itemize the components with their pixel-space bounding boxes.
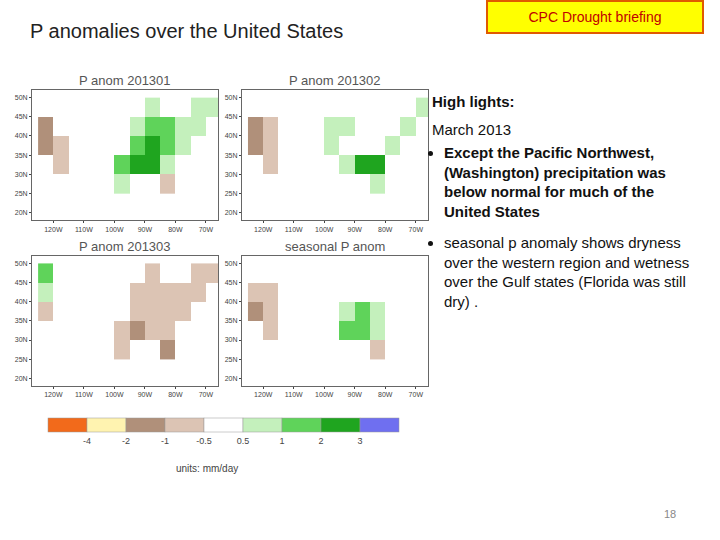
svg-text:P anom 201302: P anom 201302 (289, 73, 381, 88)
svg-text:70W: 70W (409, 391, 424, 398)
svg-text:30N: 30N (225, 336, 238, 343)
svg-text:40N: 40N (15, 132, 28, 139)
svg-text:seasonal P anom: seasonal P anom (285, 239, 385, 254)
svg-text:50N: 50N (15, 260, 28, 267)
svg-text:80W: 80W (378, 226, 393, 233)
html-text:Except the Pacific Northwest,: Except the Pacific Northwest, (Washingto… (444, 144, 666, 220)
svg-text:80W: 80W (378, 391, 393, 398)
html-text:18: 18 (664, 508, 677, 520)
svg-text:100W: 100W (105, 391, 124, 398)
svg-text:20N: 20N (225, 209, 238, 216)
svg-text:70W: 70W (199, 226, 214, 233)
svg-text:20N: 20N (225, 375, 238, 382)
svg-text:25N: 25N (15, 356, 28, 363)
svg-text:25N: 25N (225, 356, 238, 363)
svg-text:P anom 201301: P anom 201301 (79, 73, 171, 88)
svg-text:110W: 110W (285, 391, 303, 398)
svg-text:40N: 40N (225, 298, 238, 305)
svg-text:70W: 70W (199, 391, 214, 398)
svg-text:25N: 25N (225, 190, 238, 197)
svg-text:45N: 45N (15, 279, 28, 286)
svg-text:-1: -1 (161, 436, 169, 446)
svg-text:30N: 30N (15, 171, 28, 178)
html-text:High lights:: High lights: (432, 93, 515, 110)
svg-text:40N: 40N (225, 132, 238, 139)
svg-text:45N: 45N (15, 113, 28, 120)
svg-text:-4: -4 (83, 436, 91, 446)
svg-text:units: mm/day: units: mm/day (176, 463, 238, 474)
svg-text:100W: 100W (105, 226, 124, 233)
svg-text:110W: 110W (285, 226, 303, 233)
svg-text:0.5: 0.5 (237, 436, 250, 446)
svg-text:120W: 120W (44, 226, 63, 233)
svg-text:-0.5: -0.5 (196, 436, 212, 446)
svg-text:30N: 30N (15, 336, 28, 343)
svg-text:80W: 80W (168, 226, 183, 233)
svg-text:90W: 90W (138, 226, 153, 233)
svg-text:40N: 40N (15, 298, 28, 305)
svg-text:80W: 80W (168, 391, 183, 398)
svg-text:100W: 100W (315, 391, 334, 398)
svg-text:20N: 20N (15, 209, 28, 216)
svg-text:90W: 90W (348, 226, 363, 233)
svg-text:120W: 120W (254, 391, 273, 398)
svg-text:35N: 35N (15, 317, 28, 324)
svg-text:110W: 110W (75, 391, 93, 398)
svg-text:50N: 50N (225, 94, 238, 101)
html-text:March 2013: March 2013 (432, 120, 512, 138)
svg-text:100W: 100W (315, 226, 334, 233)
html-text:seasonal p anomaly shows dryne: seasonal p anomaly shows dryness over th… (444, 234, 690, 310)
svg-text:35N: 35N (15, 152, 28, 159)
svg-text:120W: 120W (254, 226, 273, 233)
svg-text:25N: 25N (15, 190, 28, 197)
svg-text:120W: 120W (44, 391, 63, 398)
svg-text:-2: -2 (122, 436, 130, 446)
svg-text:50N: 50N (225, 260, 238, 267)
svg-text:50N: 50N (15, 94, 28, 101)
svg-text:90W: 90W (348, 391, 363, 398)
svg-text:20N: 20N (15, 375, 28, 382)
svg-text:3: 3 (357, 436, 362, 446)
svg-text:1: 1 (279, 436, 284, 446)
svg-text:2: 2 (318, 436, 323, 446)
svg-text:45N: 45N (225, 279, 238, 286)
html-text:P anomalies over the United St: P anomalies over the United States (30, 20, 344, 42)
svg-text:70W: 70W (409, 226, 424, 233)
svg-text:30N: 30N (225, 171, 238, 178)
svg-text:90W: 90W (138, 391, 153, 398)
svg-text:35N: 35N (225, 152, 238, 159)
html-text:CPC Drought briefing: CPC Drought briefing (528, 9, 662, 25)
svg-text:110W: 110W (75, 226, 93, 233)
svg-text:35N: 35N (225, 317, 238, 324)
svg-text:45N: 45N (225, 113, 238, 120)
svg-text:P anom 201303: P anom 201303 (79, 239, 171, 254)
